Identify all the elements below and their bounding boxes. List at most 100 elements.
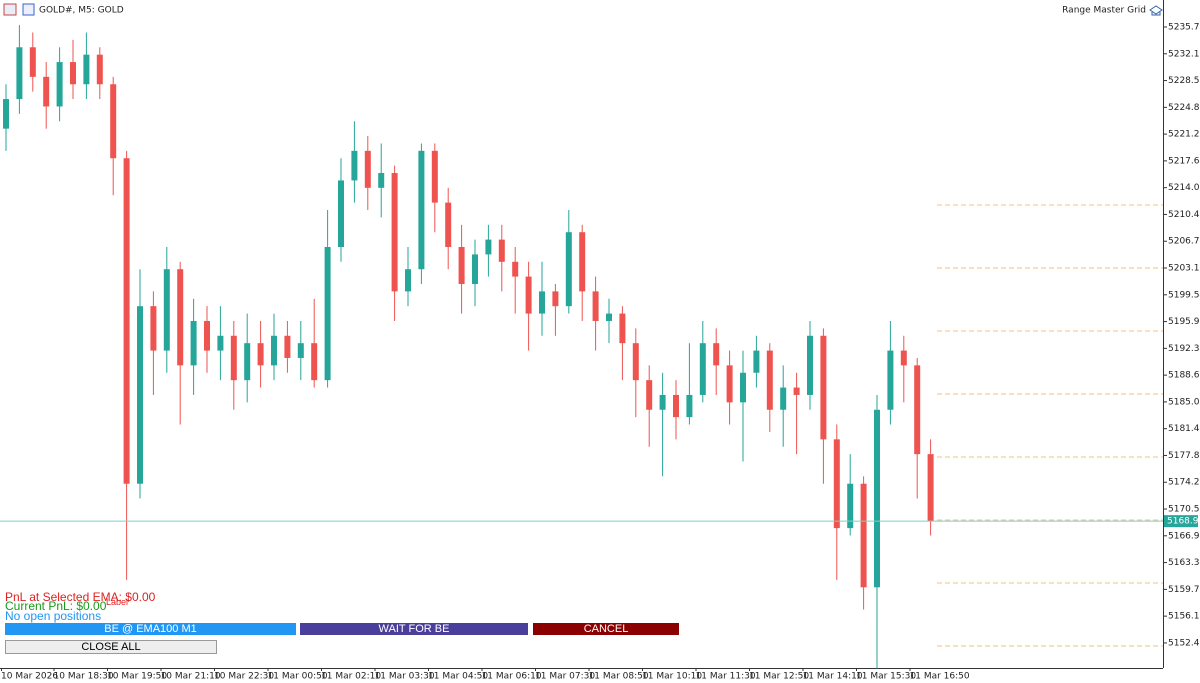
candle-body bbox=[579, 232, 586, 292]
candle-body bbox=[445, 202, 452, 248]
x-tick-label: 11 Mar 16:50 bbox=[910, 672, 970, 682]
y-tick-label: 5214.02 bbox=[1168, 183, 1200, 193]
pnl-ema: PnL at Selected EMA: $0.00 bbox=[5, 590, 156, 604]
candle-body bbox=[726, 365, 733, 403]
candle-body bbox=[56, 62, 63, 107]
y-tick-label: 5199.54 bbox=[1168, 290, 1200, 300]
x-tick-label: 10 Mar 22:30 bbox=[214, 672, 274, 682]
candle-body bbox=[123, 158, 130, 484]
candle-body bbox=[405, 269, 411, 292]
y-tick-label: 5217.64 bbox=[1168, 156, 1200, 166]
current-pnl: Current PnL: $0.00 bbox=[5, 599, 107, 613]
y-tick-label: 5221.26 bbox=[1168, 130, 1200, 140]
candle-body bbox=[552, 291, 559, 307]
price-tag-label: 5168.94 bbox=[1167, 517, 1200, 527]
candle-body bbox=[271, 335, 277, 366]
x-tick-label: 11 Mar 03:30 bbox=[375, 672, 435, 682]
candle-body bbox=[43, 76, 50, 107]
wait-button[interactable]: WAIT FOR BE bbox=[300, 623, 528, 635]
candle-body bbox=[378, 173, 385, 188]
be-button[interactable]: BE @ EMA100 M1 bbox=[5, 623, 296, 635]
label-text: Label bbox=[106, 597, 129, 607]
candle-body bbox=[83, 54, 90, 85]
candle-body bbox=[847, 483, 854, 529]
candle-body bbox=[740, 372, 746, 403]
x-tick-label: 11 Mar 10:10 bbox=[642, 672, 702, 682]
candle-body bbox=[753, 350, 760, 373]
y-tick-label: 5195.92 bbox=[1168, 317, 1200, 327]
candle-body bbox=[418, 150, 425, 270]
y-tick-label: 5156.10 bbox=[1168, 612, 1200, 622]
candle-body bbox=[284, 335, 291, 358]
y-tick-label: 5232.12 bbox=[1168, 49, 1200, 59]
candle-body bbox=[512, 261, 519, 277]
y-tick-label: 5185.06 bbox=[1168, 397, 1200, 407]
y-tick-label: 5224.88 bbox=[1168, 103, 1200, 113]
close-all-button[interactable]: CLOSE ALL bbox=[5, 640, 217, 654]
candle-body bbox=[190, 320, 197, 366]
candle-body bbox=[485, 239, 492, 255]
candle-body bbox=[96, 54, 103, 85]
candle-body bbox=[565, 232, 572, 307]
candle-body bbox=[137, 306, 143, 484]
candle-body bbox=[592, 291, 599, 321]
candle-body bbox=[458, 247, 465, 284]
symbol-icon bbox=[3, 3, 17, 16]
candle-body bbox=[391, 173, 398, 292]
y-tick-label: 5181.44 bbox=[1168, 424, 1200, 434]
x-tick-label: 11 Mar 02:10 bbox=[321, 672, 381, 682]
x-tick-label: 10 Mar 21:10 bbox=[161, 672, 221, 682]
x-tick-label: 11 Mar 06:10 bbox=[482, 672, 542, 682]
candle-body bbox=[632, 343, 639, 381]
candle-body bbox=[766, 350, 773, 410]
price-tag bbox=[1164, 515, 1198, 528]
y-tick-label: 5174.2 bbox=[1168, 478, 1200, 488]
x-tick-label: 11 Mar 07:30 bbox=[535, 672, 595, 682]
candle-body bbox=[686, 394, 693, 418]
y-tick-label: 5203.16 bbox=[1168, 264, 1200, 274]
x-tick-label: 10 Mar 19:50 bbox=[107, 672, 167, 682]
candle-body bbox=[927, 454, 934, 522]
candle-body bbox=[900, 350, 907, 366]
candle-body bbox=[914, 365, 921, 455]
indicator-icon bbox=[1149, 5, 1163, 16]
candle-body bbox=[539, 291, 545, 314]
candle-body bbox=[364, 150, 371, 188]
candle-body bbox=[820, 335, 827, 440]
candle-body bbox=[472, 254, 478, 284]
candle-body bbox=[177, 269, 184, 366]
candle-body bbox=[619, 313, 626, 344]
candle-body bbox=[217, 335, 224, 351]
candle-body bbox=[874, 409, 880, 588]
candle-body bbox=[673, 394, 679, 418]
candle-body bbox=[793, 387, 800, 395]
candle-body bbox=[807, 335, 813, 395]
candle-body bbox=[163, 269, 170, 351]
symbol-title: GOLD#, M5: GOLD bbox=[39, 6, 124, 16]
x-tick-label: 11 Mar 14:10 bbox=[803, 672, 863, 682]
candle-body bbox=[498, 239, 505, 262]
candle-body bbox=[646, 380, 653, 410]
candle-body bbox=[860, 483, 867, 588]
candle-body bbox=[606, 313, 612, 321]
candle-body bbox=[3, 99, 9, 129]
status: No open positions bbox=[5, 609, 102, 623]
y-tick-label: 5159.72 bbox=[1168, 585, 1200, 595]
x-tick-label: 11 Mar 08:50 bbox=[589, 672, 649, 682]
y-tick-label: 5163.34 bbox=[1168, 558, 1200, 568]
candle-body bbox=[230, 335, 237, 381]
candle-body bbox=[29, 47, 36, 77]
y-tick-label: 5170.58 bbox=[1168, 505, 1200, 515]
y-tick-label: 5177.82 bbox=[1168, 451, 1200, 461]
chart-icon bbox=[22, 3, 35, 16]
candle-body bbox=[324, 247, 331, 381]
candle-body bbox=[887, 350, 894, 410]
candle-body bbox=[257, 343, 264, 366]
cancel-button[interactable]: CANCEL bbox=[533, 623, 679, 635]
y-tick-label: 5228.50 bbox=[1168, 76, 1200, 86]
candle-body bbox=[204, 320, 210, 351]
y-tick-label: 5188.68 bbox=[1168, 371, 1200, 381]
x-tick-label: 11 Mar 04:50 bbox=[428, 672, 488, 682]
